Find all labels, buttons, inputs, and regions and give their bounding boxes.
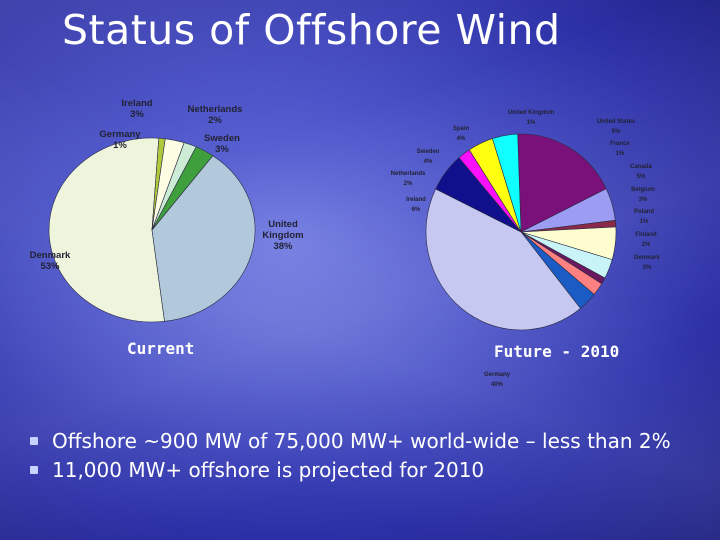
pie-label-value: 1% [640,219,649,225]
pie-label-name: Germany [484,372,511,378]
pie-label: France 1% [610,141,630,157]
pie-label: Sweden 4% [417,149,440,165]
pie-label-value: 4% [457,136,466,142]
pie-label: Germany 40% [484,372,511,388]
pie-label-name: Sweden [417,149,440,155]
pie-label-value: 5% [637,174,646,180]
pie-label-name: Ireland [121,98,152,109]
pie-label-value: 1% [113,140,127,151]
pie-label-name: Netherlands [188,104,243,115]
pie-label: Netherlands 2% [188,104,243,126]
pie-label-value: 5% [612,129,621,135]
pie-label-name: Netherlands [391,171,426,177]
pie-label-value: 6% [412,207,421,213]
future-pie-caption: Future - 2010 [494,342,620,361]
pie-label: United Kingdom 1% [508,110,554,126]
pie-label-value: 38% [273,241,293,252]
pie-label-name: Germany [99,129,141,140]
pie-label-value: 2% [642,242,651,248]
pie-slice-spain [492,133,522,233]
pie-label: Denmark 3% [634,255,660,271]
bullet-icon [30,437,38,445]
pie-label: Netherlands 2% [391,171,426,187]
bullet-text: 11,000 MW+ offshore is projected for 201… [52,458,485,482]
pie-label-name: Denmark [634,255,660,261]
bullet-icon [30,466,38,474]
pie-label-name: Canada [630,164,652,170]
pie-label-name: France [610,141,630,147]
pie-label-value: 2% [404,181,413,187]
pie-label-name: United States [597,119,636,125]
pie-label: Poland 1% [634,209,654,225]
pie-label: Finland 2% [635,232,657,248]
current-pie-caption: Current [127,339,195,358]
pie-label: United Kingdom 38% [262,219,303,252]
pie-label-name: Kingdom [262,230,303,241]
pie-label: Spain 4% [453,126,470,142]
pie-label: Belgium 3% [631,187,655,203]
pie-label-value: 1% [527,120,536,126]
bullet-item: 11,000 MW+ offshore is projected for 201… [30,459,690,482]
pie-label: Sweden 3% [204,133,240,155]
pie-label-name: United Kingdom [508,110,554,116]
pie-slice-germany [425,188,581,331]
bullet-list: Offshore ~900 MW of 75,000 MW+ world-wid… [30,430,690,488]
pie-label-value: 3% [130,109,144,120]
pie-label-name: Denmark [30,250,71,261]
pie-label: United States 5% [597,119,636,135]
pie-label: Ireland 3% [121,98,152,120]
pie-label: Canada 5% [630,164,652,180]
pie-label-name: Belgium [631,187,655,193]
pie-label: Germany 1% [99,129,141,151]
pie-label-value: 53% [40,261,60,272]
pie-slice-united-kingdom [151,155,256,322]
pie-label-name: Spain [453,126,470,132]
pie-label-name: Finland [635,232,657,238]
pie-label-value: 40% [491,382,504,388]
page-title: Status of Offshore Wind [62,6,561,54]
pie-label-name: Poland [634,209,654,215]
pie-label: Denmark 53% [30,250,71,272]
pie-label-value: 3% [643,265,652,271]
pie-slice-denmark [48,137,165,323]
pie-slice-united-kingdom [517,133,607,233]
pie-label-name: United [268,219,298,230]
bullet-item: Offshore ~900 MW of 75,000 MW+ world-wid… [30,430,690,453]
pie-label-value: 4% [424,159,433,165]
pie-label: Ireland 6% [406,197,426,213]
pie-label-name: Ireland [406,197,426,203]
pie-label-value: 2% [208,115,222,126]
pie-label-value: 3% [639,197,648,203]
pie-label-value: 1% [616,151,625,157]
bullet-text: Offshore ~900 MW of 75,000 MW+ world-wid… [52,429,671,453]
pie-label-name: Sweden [204,133,240,144]
pie-label-value: 3% [215,144,229,155]
